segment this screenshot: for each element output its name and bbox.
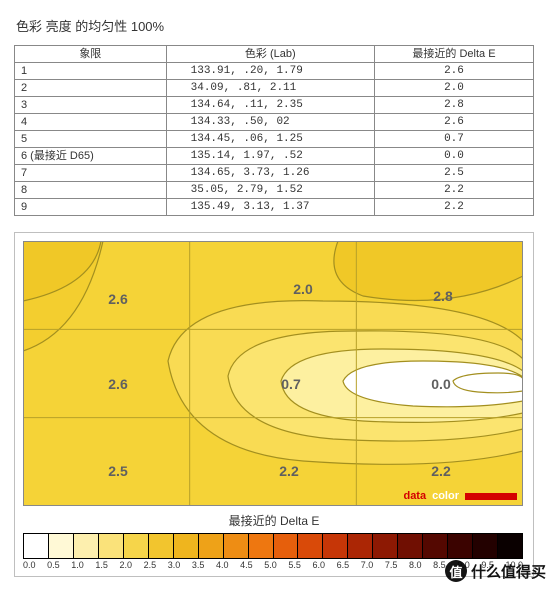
th-quadrant: 象限: [15, 46, 167, 63]
th-deltae: 最接近的 Delta E: [374, 46, 533, 63]
watermark-text: 什么值得买: [471, 561, 546, 582]
table-row: 2 34.09, .81, 2.112.0: [15, 80, 534, 97]
watermark: 值 什么值得买: [445, 560, 546, 582]
contour-label: 2.0: [293, 281, 312, 297]
contour-chart: 2.6 2.0 2.8 2.6 0.7 0.0 2.5 2.2 2.2 datacolor 最接近…: [14, 232, 534, 577]
contour-label: 0.0: [431, 376, 450, 392]
legend-title: 最接近的 Delta E: [23, 512, 525, 529]
page-title: 色彩 亮度 的均匀性 100%: [16, 16, 540, 35]
contour-label: 2.6: [108, 376, 127, 392]
contour-label: 2.8: [433, 288, 452, 304]
contour-label: 2.2: [431, 463, 450, 479]
table-row: 9135.49, 3.13, 1.372.2: [15, 199, 534, 216]
table-row: 6 (最接近 D65)135.14, 1.97, .520.0: [15, 148, 534, 165]
table-row: 3134.64, .11, 2.352.8: [15, 97, 534, 114]
table-row: 4134.33, .50, 022.6: [15, 114, 534, 131]
color-legend: [23, 533, 523, 559]
table-row: 5134.45, .06, 1.250.7: [15, 131, 534, 148]
table-row: 1133.91, .20, 1.792.6: [15, 63, 534, 80]
table-row: 8 35.05, 2.79, 1.522.2: [15, 182, 534, 199]
contour-label: 2.6: [108, 291, 127, 307]
contour-label: 0.7: [281, 376, 300, 392]
table-row: 7134.65, 3.73, 1.262.5: [15, 165, 534, 182]
th-lab: 色彩 (Lab): [166, 46, 374, 63]
watermark-badge: 值: [445, 560, 467, 582]
contour-label: 2.5: [108, 463, 127, 479]
contour-label: 2.2: [279, 463, 298, 479]
brand-logo: datacolor: [403, 490, 517, 502]
uniformity-table: 象限 色彩 (Lab) 最接近的 Delta E 1133.91, .20, 1…: [14, 45, 534, 216]
